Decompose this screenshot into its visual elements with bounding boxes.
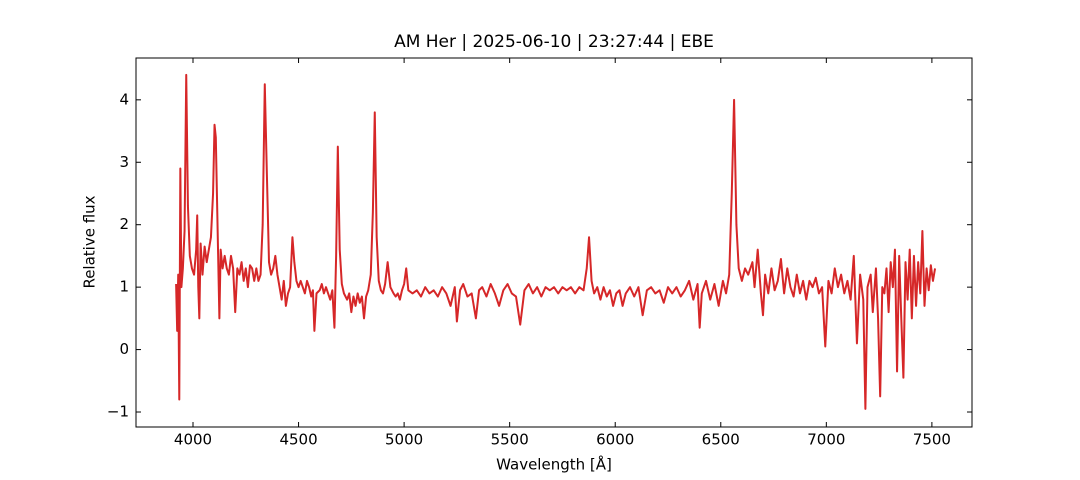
- x-tick-label: 7500: [913, 431, 951, 449]
- y-tick-label: −1: [107, 403, 129, 421]
- x-tick-label: 5000: [385, 431, 423, 449]
- x-tick-label: 6000: [596, 431, 634, 449]
- y-tick-label: 1: [119, 278, 129, 296]
- x-tick-label: 4500: [279, 431, 317, 449]
- y-tick-label: 2: [119, 215, 129, 233]
- y-axis-label: Relative flux: [81, 195, 99, 288]
- y-tick-label: 0: [119, 340, 129, 358]
- axes-frame: [135, 57, 973, 428]
- x-tick-label: 4000: [174, 431, 212, 449]
- chart-title: AM Her | 2025-06-10 | 23:27:44 | EBE: [394, 32, 714, 52]
- y-tick-label: 3: [119, 153, 129, 171]
- x-tick-label: 5500: [491, 431, 529, 449]
- y-tick-label: 4: [119, 90, 129, 108]
- plot-area: [175, 73, 937, 410]
- spectrum-line: [175, 73, 937, 410]
- x-tick-label: 6500: [702, 431, 740, 449]
- x-tick-label: 7000: [807, 431, 845, 449]
- x-axis-label: Wavelength [Å]: [496, 455, 612, 474]
